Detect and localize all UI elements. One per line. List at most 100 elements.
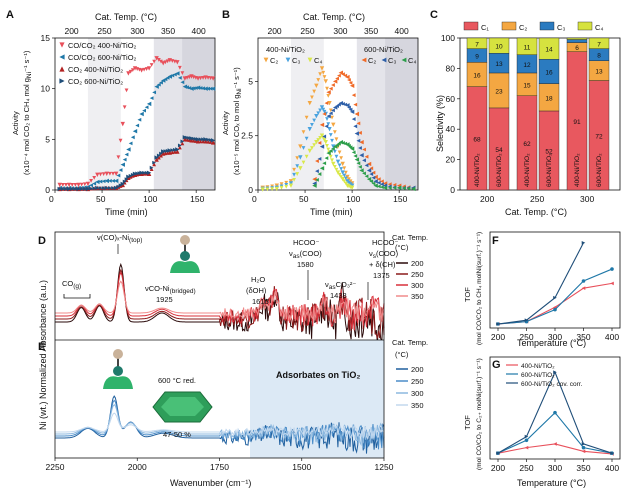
a-point [152, 162, 157, 167]
ni-particle-icon [152, 391, 213, 423]
b-point [324, 101, 329, 106]
y-tick-label: 2.5 [241, 131, 253, 141]
annotation-bracket-co-gas [63, 294, 91, 299]
b-point [326, 122, 331, 127]
b-point [332, 79, 338, 84]
a-point [208, 138, 213, 142]
g-point [524, 438, 529, 443]
a-point [101, 186, 106, 190]
c-bar-value: 68 [473, 136, 481, 143]
b-top-tick-300: 300 [333, 26, 347, 36]
b-point [366, 176, 372, 182]
b-point [317, 141, 322, 145]
c-bar-value: 16 [545, 69, 553, 76]
a-point [195, 85, 201, 90]
a-point [198, 137, 203, 142]
b-point [401, 186, 406, 191]
legend-b-right-marker-2 [401, 57, 407, 63]
e-legend-entry-2: 300 [411, 389, 424, 398]
panel-b-ylabel-1: Activity [221, 111, 230, 135]
a-point [185, 75, 189, 80]
a-point [108, 178, 112, 183]
g-legend-entry-1: 600-Ni/TiO₂ [521, 372, 555, 379]
b-point [274, 186, 280, 192]
b-point [312, 176, 317, 182]
b-point [316, 78, 321, 82]
a-point [144, 67, 149, 71]
a-point [175, 71, 180, 76]
b-point [295, 156, 300, 161]
a-point [172, 147, 177, 152]
a-point [198, 86, 203, 90]
a-point [159, 59, 163, 64]
annotation-1375: 1375 [373, 271, 390, 280]
a-point [201, 137, 205, 142]
f-x-tick-label: 350 [576, 332, 590, 342]
a-point [198, 76, 203, 81]
a-point [152, 59, 157, 64]
a-point [89, 183, 93, 188]
a-point [116, 155, 121, 160]
b-point [312, 89, 317, 94]
g-point [581, 449, 586, 454]
a-point [152, 90, 157, 95]
a-point [210, 86, 216, 91]
a-point [130, 68, 135, 72]
c-bar-segment-C4 [566, 37, 588, 40]
a-point [185, 135, 189, 140]
panel-b: B Cat. Temp. (°C) 200 250 300 350 400 0 50 100… [221, 9, 419, 217]
legend-b-left-entry-2: C₄ [314, 56, 322, 65]
b-point [337, 163, 342, 168]
d-spectrum-250 [55, 268, 385, 339]
b-point [364, 163, 369, 168]
b-point [340, 170, 345, 175]
b-point [364, 154, 369, 159]
a-point [98, 179, 103, 184]
b-point [353, 124, 358, 129]
a-point [126, 174, 131, 180]
a-point [130, 135, 135, 140]
b-point [330, 115, 334, 120]
b-point [322, 161, 327, 166]
a-point [116, 173, 121, 178]
g-x-tick-label: 400 [605, 463, 619, 473]
a-point [149, 167, 154, 171]
a-point [101, 172, 106, 177]
b-point [301, 160, 306, 165]
c-bar-value: 12 [523, 62, 531, 69]
b-point [317, 172, 322, 176]
a-point [146, 101, 152, 107]
b-point [319, 122, 325, 128]
a-point [124, 152, 129, 157]
a-point [149, 165, 154, 170]
x-tick-label: 100 [346, 194, 360, 204]
a-point [163, 77, 168, 82]
b-point [337, 172, 342, 177]
c-bar-value: 14 [545, 47, 553, 54]
annotation-co-bridged: νCO-Ni(bridged) [145, 284, 196, 295]
b-point [298, 144, 303, 149]
b-point [322, 75, 327, 79]
b-point [380, 185, 384, 190]
b-point [319, 133, 325, 138]
annotation-vas-co3: νasCO₃²⁻ [325, 280, 356, 291]
b-point [326, 90, 331, 95]
a-point [76, 186, 81, 192]
a-point [57, 186, 62, 192]
b-point [321, 107, 326, 112]
annotation-hcoo-2: HCOO⁻ [372, 238, 399, 247]
b-temp-band-400 [385, 38, 418, 190]
b-point [295, 164, 300, 169]
panel-b-label-400: 400-Ni/TiO₂ [266, 45, 305, 54]
a-point [144, 105, 149, 110]
legend-b-right-entry-1: C₃ [388, 56, 396, 65]
b-point [351, 93, 356, 98]
c-legend-swatch-2 [539, 21, 555, 31]
b-point [315, 169, 319, 174]
de-x-tick-label: 1750 [210, 462, 229, 472]
a-point [203, 137, 208, 142]
panel-d-legend-title: Cat. Temp. [392, 233, 428, 242]
c-bar-segment-C4 [538, 37, 560, 60]
panel-f-frame [489, 231, 621, 329]
panel-c-ylabel: Selectivity (%) [435, 95, 445, 152]
